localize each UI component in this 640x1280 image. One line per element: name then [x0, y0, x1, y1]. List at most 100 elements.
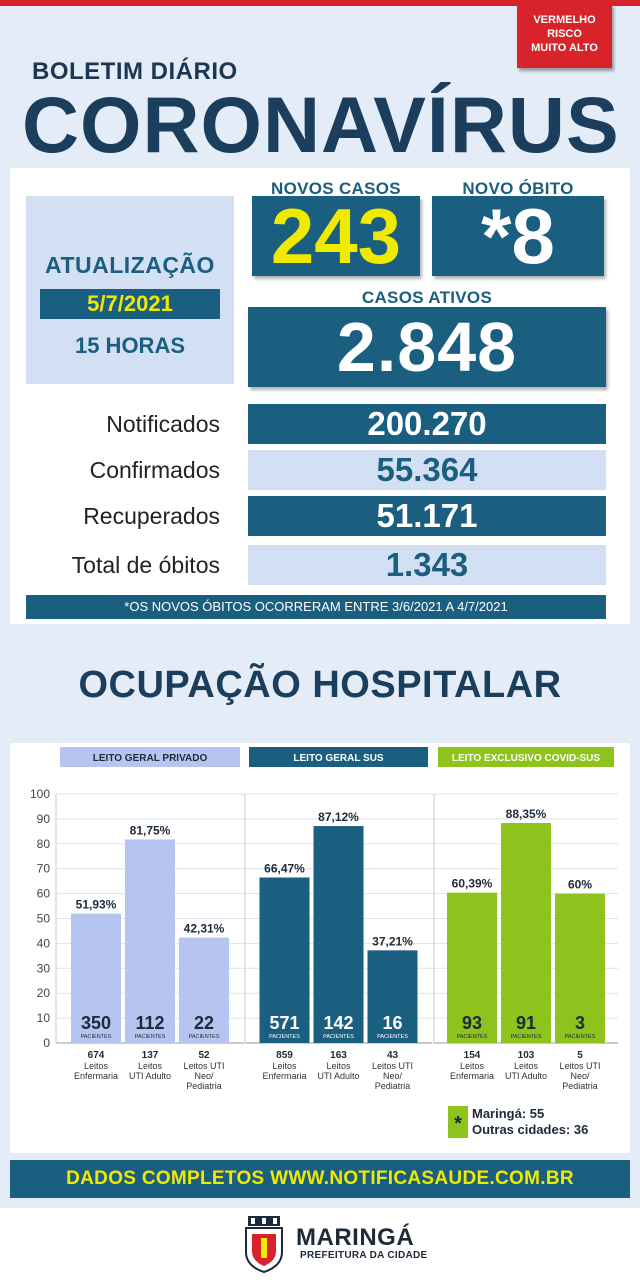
- y-tick-label: 90: [37, 812, 51, 826]
- stat-value-deaths: 1.343: [248, 545, 606, 585]
- bar-bed-type-label: Enfermaria: [262, 1071, 306, 1081]
- bar-bed-type-label: Pediatria: [562, 1081, 598, 1091]
- bar-bed-type-label: Pediatria: [375, 1081, 411, 1091]
- bar: [367, 950, 418, 1043]
- active-cases-value: 2.848: [248, 307, 606, 387]
- bar-percent-label: 42,31%: [184, 922, 225, 936]
- bar-patients-value: 16: [382, 1013, 402, 1033]
- bar-percent-label: 37,21%: [372, 934, 413, 948]
- bar-beds-count: 674: [88, 1050, 105, 1061]
- stat-label-recovered: Recuperados: [83, 503, 220, 529]
- bar: [501, 823, 551, 1043]
- bar-patients-value: 571: [269, 1013, 299, 1033]
- bar-bed-type-label: Pediatria: [186, 1081, 222, 1091]
- bar-bed-type-label: UTI Adulto: [317, 1071, 359, 1081]
- bar-percent-label: 88,35%: [506, 807, 547, 821]
- bar-patients-value: 93: [462, 1013, 482, 1033]
- bar-patients-label: PACIENTES: [189, 1034, 220, 1040]
- bar-beds-count: 154: [464, 1050, 481, 1061]
- bar-percent-label: 51,93%: [76, 898, 117, 912]
- bar-bed-type-label: Neo/: [570, 1071, 590, 1081]
- brand-name: MARINGÁ: [296, 1224, 415, 1251]
- bar-bed-type-label: Leitos UTI: [559, 1061, 600, 1071]
- group-header-bg: [438, 747, 614, 767]
- bar-bed-type-label: Leitos: [514, 1061, 539, 1071]
- y-tick-label: 50: [37, 912, 51, 926]
- brand-bar: [0, 1208, 640, 1280]
- bulletin-subtitle: BOLETIM DIÁRIO: [32, 58, 238, 85]
- deaths-footnote: *OS NOVOS ÓBITOS OCORRERAM ENTRE 3/6/202…: [26, 595, 606, 619]
- bar-bed-type-label: Leitos UTI: [183, 1061, 224, 1071]
- bar-percent-label: 60,39%: [452, 877, 493, 891]
- occupancy-title: OCUPAÇÃO HOSPITALAR: [78, 664, 562, 706]
- bar-patients-value: 350: [81, 1013, 111, 1033]
- y-tick-label: 100: [30, 787, 50, 801]
- stat-value-recovered: 51.171: [248, 496, 606, 536]
- stat-label-confirmed: Confirmados: [89, 457, 220, 483]
- group-header-label: LEITO GERAL SUS: [293, 753, 384, 764]
- new-cases-value: 243: [252, 196, 420, 276]
- bar-percent-label: 87,12%: [318, 810, 359, 824]
- bar-beds-count: 859: [276, 1050, 293, 1061]
- bar-patients-label: PACIENTES: [269, 1034, 300, 1040]
- bar-bed-type-label: Leitos: [460, 1061, 485, 1071]
- bar: [71, 913, 121, 1043]
- bar-beds-count: 52: [198, 1050, 210, 1061]
- bar-bed-type-label: Leitos: [272, 1061, 297, 1071]
- y-tick-label: 40: [37, 936, 51, 950]
- bar-bed-type-label: Leitos: [84, 1061, 109, 1071]
- coat-of-arms-icon: [245, 1216, 283, 1274]
- bar-patients-label: PACIENTES: [511, 1034, 542, 1040]
- stat-value-notified: 200.270: [248, 404, 606, 444]
- bar-patients-label: PACIENTES: [81, 1034, 112, 1040]
- stat-label-notified: Notificados: [106, 411, 220, 437]
- top-accent-bar: [0, 0, 640, 6]
- bar-beds-count: 103: [518, 1050, 535, 1061]
- legend-maringa: Maringá: 55: [472, 1106, 545, 1121]
- bar-bed-type-label: Neo/: [194, 1071, 214, 1081]
- bar-percent-label: 81,75%: [130, 823, 171, 837]
- group-header-label: LEITO EXCLUSIVO COVID-SUS: [452, 753, 600, 764]
- y-tick-label: 80: [37, 837, 51, 851]
- stat-value-confirmed: 55.364: [248, 450, 606, 490]
- bar-patients-value: 142: [323, 1013, 353, 1033]
- y-tick-label: 10: [37, 1011, 51, 1025]
- bar-patients-label: PACIENTES: [377, 1034, 408, 1040]
- bar-beds-count: 137: [142, 1050, 159, 1061]
- bar-beds-count: 163: [330, 1050, 347, 1061]
- update-time: 15 HORAS: [74, 333, 186, 358]
- page-title: CORONAVÍRUS: [22, 80, 620, 169]
- bar: [125, 839, 175, 1043]
- update-date: 5/7/2021: [40, 289, 220, 319]
- bar: [179, 937, 229, 1043]
- bar-patients-label: PACIENTES: [565, 1034, 596, 1040]
- bar-patients-value: 22: [194, 1013, 214, 1033]
- bar: [447, 892, 497, 1043]
- bar-bed-type-label: UTI Adulto: [505, 1071, 547, 1081]
- bar-patients-label: PACIENTES: [323, 1034, 354, 1040]
- risk-line-2: RISCO: [547, 28, 582, 40]
- update-label: ATUALIZAÇÃO: [45, 252, 215, 278]
- occupancy-chart: 0 10 20 30 40 50 60 70 80 90 100 LEITO GERAL PRIVAD…: [30, 747, 618, 1091]
- new-deaths-value: *8: [432, 196, 604, 276]
- footer-link-banner: DADOS COMPLETOS WWW.NOTIFICASAUDE.COM.BR: [10, 1160, 630, 1198]
- y-tick-label: 0: [43, 1036, 50, 1050]
- bar-patients-value: 112: [135, 1013, 164, 1033]
- new-cases-label: NOVOS CASOS: [271, 179, 401, 198]
- bar-patients-label: PACIENTES: [135, 1034, 166, 1040]
- bar-bed-type-label: UTI Adulto: [129, 1071, 171, 1081]
- group-header-bg: [249, 747, 428, 767]
- bar: [259, 877, 310, 1043]
- active-cases-label: CASOS ATIVOS: [361, 288, 493, 307]
- risk-line-3: MUITO ALTO: [531, 42, 598, 54]
- y-tick-label: 30: [37, 961, 51, 975]
- group-header-bg: [60, 747, 240, 767]
- risk-line-1: VERMELHO: [533, 14, 596, 26]
- legend-other-cities: Outras cidades: 36: [472, 1122, 589, 1137]
- new-deaths-label: NOVO ÓBITO: [462, 179, 574, 198]
- bar-bed-type-label: Leitos UTI: [372, 1061, 413, 1071]
- bar: [555, 893, 605, 1043]
- y-tick-label: 70: [37, 862, 51, 876]
- bar-bed-type-label: Leitos: [138, 1061, 163, 1071]
- bar-patients-value: 91: [516, 1013, 536, 1033]
